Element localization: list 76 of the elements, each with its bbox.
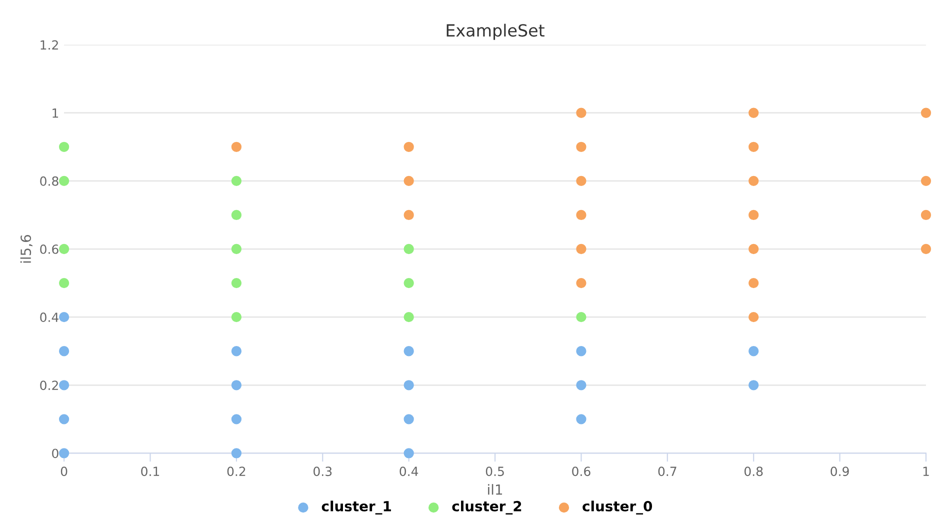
x-tick-label: 1 [923,466,929,476]
point [920,244,932,254]
point [576,244,586,254]
point [58,346,70,356]
point [576,380,586,390]
point [404,380,414,390]
point [58,448,70,458]
point [231,380,242,390]
y-tick-label: 0 [52,448,58,458]
point [920,108,932,118]
point [404,312,414,322]
point [404,142,414,152]
y-tick-label: 0.4 [40,312,58,322]
point [576,176,586,186]
point [576,278,586,288]
legend-label: cluster_2 [452,500,522,514]
x-tick-label: 0.7 [658,466,676,476]
point [920,176,932,186]
point [231,448,242,458]
point [748,210,759,220]
x-tick-label: 0 [60,466,68,476]
x-tick-label: 0.9 [830,466,849,476]
point [748,142,759,152]
point [58,312,70,322]
point [576,108,586,118]
point [231,142,242,152]
x-tick-label: 0.2 [227,466,246,476]
point [404,448,414,458]
legend-label: cluster_1 [322,500,391,514]
point [58,414,70,424]
point [231,278,242,288]
point [748,176,759,186]
y-tick-label: 1 [52,108,58,118]
point [576,312,586,322]
point [58,380,70,390]
y-tick-label: 1.2 [40,40,58,50]
point [404,210,414,220]
x-tick-label: 0.8 [744,466,763,476]
point [576,142,586,152]
point [920,210,932,220]
point [231,244,242,254]
y-tick-label: 0.8 [40,176,58,186]
y-axis-title: il5,6 [20,234,32,263]
chart-title: ExampleSet [446,24,544,40]
point [576,346,586,356]
legend-label: cluster_0 [582,500,652,514]
point [404,244,414,254]
x-tick-label: 0.4 [400,466,418,476]
point [404,414,414,424]
point [748,312,759,322]
point [404,346,414,356]
point [231,210,242,220]
point [231,176,242,186]
point [58,244,70,254]
x-tick-label: 0.1 [141,466,160,476]
x-axis-title: il1 [488,484,502,495]
point [748,380,759,390]
point [58,142,70,152]
point [231,414,242,424]
y-tick-label: 0.6 [40,244,58,254]
point [748,346,759,356]
point [748,108,759,118]
x-tick-label: 0.6 [572,466,590,476]
point [748,244,759,254]
point [404,278,414,288]
x-tick-label: 0.5 [486,466,504,476]
point [231,346,242,356]
point [58,278,70,288]
point [576,414,586,424]
x-tick-label: 0.3 [314,466,332,476]
point [576,210,586,220]
y-tick-label: 0.2 [40,380,58,390]
point [404,176,414,186]
point [231,312,242,322]
point [748,278,759,288]
point [58,176,70,186]
